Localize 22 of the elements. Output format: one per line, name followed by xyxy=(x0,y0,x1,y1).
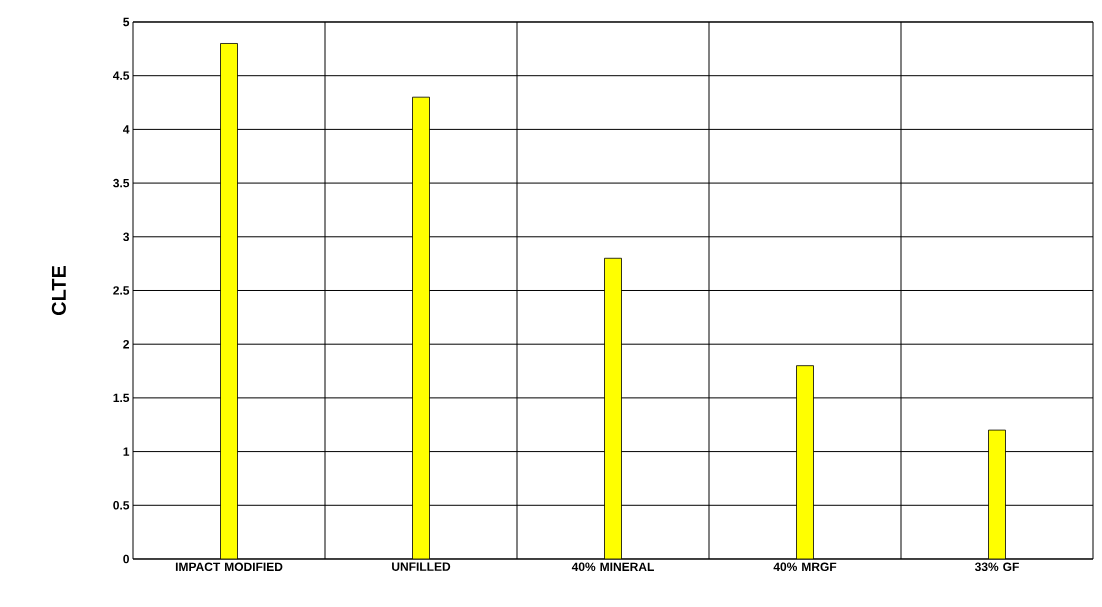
y-tick-label: 4 xyxy=(122,125,130,134)
x-tick-label: UNFILLED xyxy=(392,562,451,571)
y-tick-label: 2 xyxy=(123,340,129,349)
x-tick-label: 40% MRGF xyxy=(773,562,837,572)
y-tick-label: 1 xyxy=(123,447,130,456)
y-tick-label: 1.5 xyxy=(113,393,130,403)
y-tick-label: 0.5 xyxy=(113,501,130,510)
y-tick-label: 3 xyxy=(123,232,130,242)
x-tick-label: 33% GF xyxy=(974,562,1019,572)
bar xyxy=(988,429,1006,559)
y-tick-label: 0 xyxy=(123,554,129,564)
y-tick-label: 5 xyxy=(123,17,130,27)
bar xyxy=(796,365,814,559)
y-tick-label: 2.5 xyxy=(113,286,130,295)
y-tick-label: 4.5 xyxy=(112,71,130,80)
y-tick-label: 3.5 xyxy=(113,178,130,188)
bar xyxy=(412,96,430,559)
bar xyxy=(604,257,622,559)
y-axis-title: CLTE xyxy=(51,265,66,316)
x-tick-label: IMPACT MODIFIED xyxy=(175,562,283,572)
x-tick-label: 40% MINERAL xyxy=(571,562,654,572)
bar xyxy=(220,43,238,559)
